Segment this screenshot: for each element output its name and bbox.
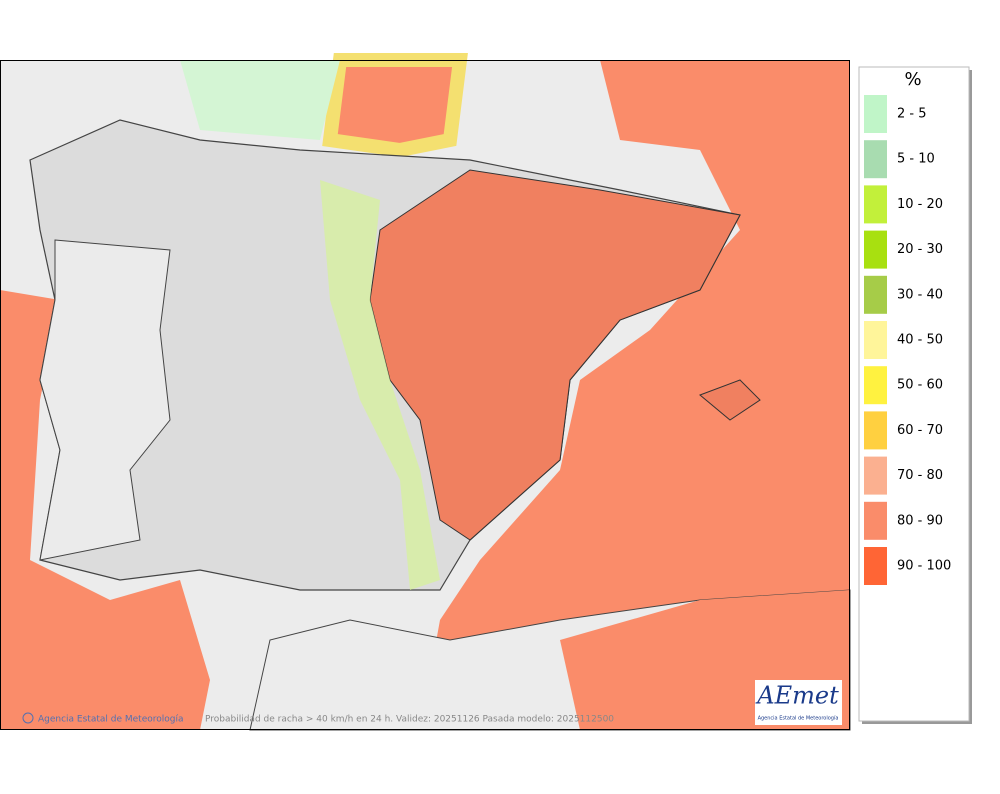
footer: Agencia Estatal de Meteorología Probabil… bbox=[22, 712, 614, 725]
legend-swatch bbox=[864, 230, 887, 269]
copyright-icon bbox=[22, 712, 34, 724]
caption: Probabilidad de racha > 40 km/h en 24 h.… bbox=[205, 715, 614, 725]
legend-swatch bbox=[864, 185, 887, 224]
logo: AEmet Agencia Estatal de Meteorología bbox=[755, 680, 842, 725]
map bbox=[0, 53, 851, 731]
portugal bbox=[39, 239, 171, 561]
legend-label: 90 - 100 bbox=[897, 559, 951, 574]
logo-name: AEmet bbox=[755, 682, 839, 710]
legend-label: 70 - 80 bbox=[897, 468, 943, 483]
biscay-low bbox=[180, 60, 340, 140]
legend-label: 40 - 50 bbox=[897, 333, 943, 348]
legend-label: 5 - 10 bbox=[897, 152, 935, 167]
transition-band bbox=[320, 180, 440, 590]
legend-swatch bbox=[864, 95, 887, 133]
legend: % 2 - 5 5 - 10 10 - 20 20 - 30 30 - 40 40 - 5… bbox=[858, 66, 972, 724]
legend-label: 60 - 70 bbox=[897, 423, 943, 438]
legend-swatch bbox=[864, 321, 887, 359]
legend-label: 80 - 90 bbox=[897, 513, 943, 528]
legend-label: 2 - 5 bbox=[897, 107, 927, 122]
legend-swatch bbox=[864, 275, 887, 314]
legend-label: 20 - 30 bbox=[897, 242, 943, 257]
atlantic-high bbox=[0, 290, 210, 730]
legend-swatch bbox=[864, 140, 887, 179]
credit: Agencia Estatal de Meteorología bbox=[38, 715, 184, 725]
legend-swatch bbox=[864, 501, 887, 540]
legend-swatch bbox=[864, 456, 887, 495]
logo-subtitle: Agencia Estatal de Meteorología bbox=[758, 715, 839, 722]
legend-label: 30 - 40 bbox=[897, 287, 943, 302]
legend-label: 50 - 60 bbox=[897, 378, 943, 393]
legend-label: 10 - 20 bbox=[897, 197, 943, 212]
legend-title: % bbox=[904, 69, 921, 90]
sea-high bbox=[420, 60, 850, 730]
legend-swatch bbox=[864, 411, 887, 450]
legend-swatch bbox=[864, 366, 887, 405]
legend-swatch bbox=[864, 547, 887, 585]
mallorca bbox=[699, 379, 761, 421]
map-frame bbox=[0, 60, 850, 730]
east-high bbox=[369, 169, 741, 541]
logo-box bbox=[755, 680, 842, 725]
biscay-high bbox=[322, 53, 468, 158]
